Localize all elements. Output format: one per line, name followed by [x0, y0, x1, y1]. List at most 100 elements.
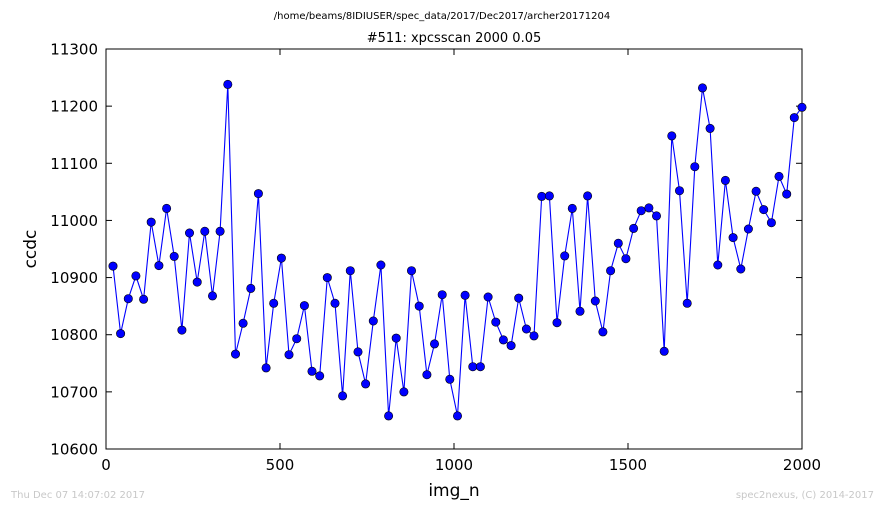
- data-point: [345, 266, 355, 276]
- data-point: [437, 290, 447, 300]
- data-point: [429, 339, 439, 349]
- data-point: [376, 260, 386, 270]
- data-point: [414, 301, 424, 311]
- data-point: [468, 362, 478, 372]
- y-tick-label: 11300: [50, 41, 98, 59]
- data-point: [697, 83, 707, 93]
- x-tick-label: 2000: [783, 456, 821, 474]
- data-point: [108, 261, 118, 271]
- data-point: [154, 261, 164, 271]
- data-point: [782, 189, 792, 199]
- data-point: [651, 211, 661, 221]
- data-point: [330, 298, 340, 308]
- data-point: [284, 350, 294, 360]
- data-point: [598, 327, 608, 337]
- footer-timestamp: Thu Dec 07 14:07:02 2017: [11, 490, 145, 501]
- data-point: [353, 347, 363, 357]
- data-point: [445, 374, 455, 384]
- data-point: [162, 203, 172, 213]
- data-point: [521, 324, 531, 334]
- data-point: [146, 217, 156, 227]
- data-point: [452, 411, 462, 421]
- data-point: [368, 316, 378, 326]
- data-point: [766, 218, 776, 228]
- data-point: [261, 363, 271, 373]
- data-point: [774, 171, 784, 181]
- data-point: [736, 264, 746, 274]
- data-point: [506, 341, 516, 351]
- x-tick-label: 1500: [609, 456, 647, 474]
- x-tick-label: 500: [266, 456, 295, 474]
- data-point: [253, 189, 263, 199]
- data-point: [567, 203, 577, 213]
- data-point: [399, 387, 409, 397]
- data-point: [177, 325, 187, 335]
- data-point: [797, 102, 807, 112]
- y-tick-label: 11200: [50, 98, 98, 116]
- data-point: [529, 331, 539, 341]
- data-point: [460, 290, 470, 300]
- data-point: [751, 186, 761, 196]
- data-point: [682, 298, 692, 308]
- data-point: [606, 266, 616, 276]
- x-axis-label: img_n: [428, 481, 479, 501]
- data-point: [789, 113, 799, 123]
- data-point: [544, 191, 554, 201]
- data-point: [674, 186, 684, 196]
- data-point: [123, 294, 133, 304]
- data-point: [307, 366, 317, 376]
- data-point: [384, 411, 394, 421]
- data-point: [659, 346, 669, 356]
- data-point: [192, 277, 202, 287]
- data-point: [315, 371, 325, 381]
- data-point: [223, 79, 233, 89]
- footer-credit: spec2nexus, (C) 2014-2017: [735, 490, 874, 501]
- data-point: [292, 334, 302, 344]
- data-point: [713, 260, 723, 270]
- data-point: [537, 191, 547, 201]
- data-point: [116, 329, 126, 339]
- data-point: [169, 251, 179, 261]
- data-point: [269, 298, 279, 308]
- data-point: [621, 254, 631, 264]
- data-point: [338, 391, 348, 401]
- data-point: [200, 226, 210, 236]
- data-point: [483, 292, 493, 302]
- data-point: [728, 233, 738, 243]
- data-point: [743, 224, 753, 234]
- data-point: [491, 317, 501, 327]
- data-point: [215, 226, 225, 236]
- x-tick-label: 1000: [435, 456, 473, 474]
- y-tick-label: 11100: [50, 155, 98, 173]
- data-point: [636, 206, 646, 216]
- y-tick-label: 10900: [50, 269, 98, 287]
- data-point: [276, 253, 286, 263]
- x-tick-label: 0: [101, 456, 111, 474]
- data-point: [690, 162, 700, 172]
- data-point: [705, 123, 715, 133]
- data-point: [246, 283, 256, 293]
- data-point: [391, 333, 401, 343]
- plot-area: [105, 48, 803, 450]
- data-point: [299, 301, 309, 311]
- data-point: [514, 293, 524, 303]
- y-axis-label: ccdc: [21, 230, 41, 269]
- data-point: [667, 131, 677, 141]
- y-tick-label: 10700: [50, 383, 98, 401]
- data-point: [498, 335, 508, 345]
- data-point: [613, 238, 623, 248]
- data-point: [139, 294, 149, 304]
- data-point: [231, 349, 241, 359]
- data-point: [185, 228, 195, 238]
- chart-suptitle: /home/beams/8IDIUSER/spec_data/2017/Dec2…: [274, 11, 610, 22]
- data-point: [560, 251, 570, 261]
- data-point: [131, 271, 141, 281]
- data-point: [720, 175, 730, 185]
- y-tick-label: 11000: [50, 212, 98, 230]
- data-point: [583, 191, 593, 201]
- data-point: [629, 223, 639, 233]
- data-point: [322, 273, 332, 283]
- data-point: [238, 318, 248, 328]
- y-tick-label: 10800: [50, 326, 98, 344]
- data-point: [208, 291, 218, 301]
